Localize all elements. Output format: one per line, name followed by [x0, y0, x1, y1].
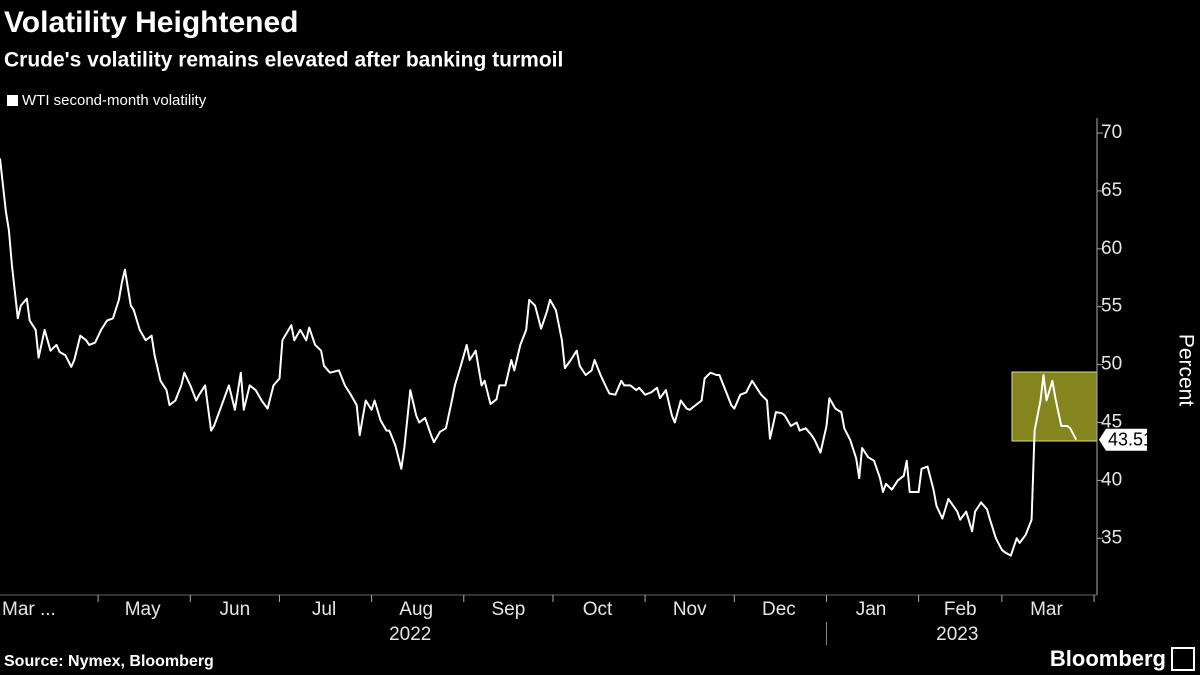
- y-tick-label: 35: [1101, 527, 1122, 548]
- legend-swatch: [7, 95, 18, 106]
- y-tick-label: 70: [1101, 122, 1122, 143]
- x-tick-label: Jun: [220, 599, 251, 620]
- y-axis-label: Percent: [1174, 334, 1197, 407]
- x-tick-label: Dec: [762, 599, 796, 620]
- brand-icon: [1171, 647, 1195, 671]
- x-tick-label: Jan: [856, 599, 887, 620]
- chart-subtitle: Crude's volatility remains elevated afte…: [4, 49, 563, 72]
- y-tick-label: 55: [1101, 296, 1122, 317]
- y-tick-label: 50: [1101, 354, 1122, 375]
- brand: Bloomberg: [1050, 646, 1166, 671]
- x-tick-label: Mar: [1030, 599, 1063, 620]
- x-tick-label: Sep: [491, 599, 525, 620]
- x-tick-label: Jul: [312, 599, 336, 620]
- x-tick-label: Mar ...: [2, 599, 56, 620]
- year-label: 2022: [389, 624, 431, 645]
- source: Source: Nymex, Bloomberg: [4, 653, 214, 670]
- last-value-box: [1099, 428, 1147, 451]
- x-tick-label: May: [125, 599, 161, 620]
- year-label: 2023: [936, 624, 978, 645]
- x-tick-label: Aug: [399, 599, 433, 620]
- chart-title: Volatility Heightened: [4, 6, 298, 39]
- last-value-label: 43.51: [1108, 429, 1153, 449]
- legend-label: WTI second-month volatility: [22, 92, 207, 109]
- x-tick-label: Feb: [944, 599, 977, 620]
- y-tick-label: 60: [1101, 238, 1122, 259]
- y-tick-label: 45: [1101, 412, 1122, 433]
- x-tick-label: Nov: [673, 599, 707, 620]
- y-tick-label: 40: [1101, 469, 1122, 490]
- series-line: [0, 158, 1078, 557]
- y-tick-label: 65: [1101, 180, 1122, 201]
- x-tick-label: Oct: [583, 599, 613, 620]
- highlight-box: [1011, 371, 1098, 442]
